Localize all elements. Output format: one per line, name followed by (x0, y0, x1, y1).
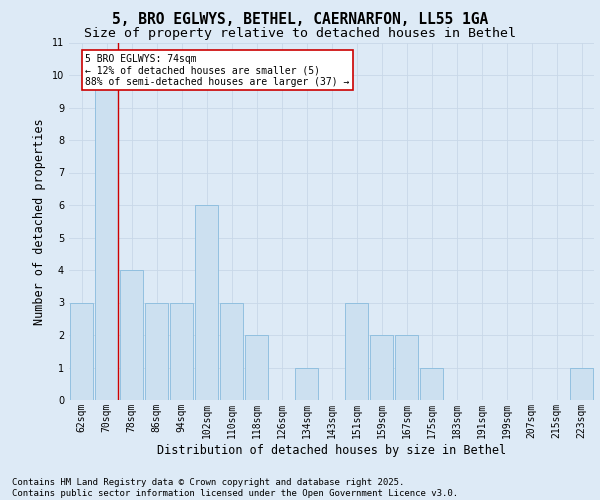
Text: 5 BRO EGLWYS: 74sqm
← 12% of detached houses are smaller (5)
88% of semi-detache: 5 BRO EGLWYS: 74sqm ← 12% of detached ho… (85, 54, 350, 87)
Bar (119, 270, 143, 400)
Bar (170, 302, 193, 400)
Y-axis label: Number of detached properties: Number of detached properties (34, 118, 46, 324)
Bar (295, 368, 319, 400)
Bar (245, 335, 268, 400)
Text: Size of property relative to detached houses in Bethel: Size of property relative to detached ho… (84, 28, 516, 40)
Text: Contains HM Land Registry data © Crown copyright and database right 2025.
Contai: Contains HM Land Registry data © Crown c… (12, 478, 458, 498)
Bar (569, 368, 593, 400)
Bar (344, 302, 368, 400)
Bar (395, 335, 418, 400)
Text: 5, BRO EGLWYS, BETHEL, CAERNARFON, LL55 1GA: 5, BRO EGLWYS, BETHEL, CAERNARFON, LL55 … (112, 12, 488, 28)
Bar (194, 205, 218, 400)
Bar (419, 368, 443, 400)
Bar (95, 75, 118, 400)
X-axis label: Distribution of detached houses by size in Bethel: Distribution of detached houses by size … (157, 444, 506, 456)
Bar (370, 335, 394, 400)
Bar (145, 302, 169, 400)
Bar (220, 302, 244, 400)
Bar (70, 302, 94, 400)
